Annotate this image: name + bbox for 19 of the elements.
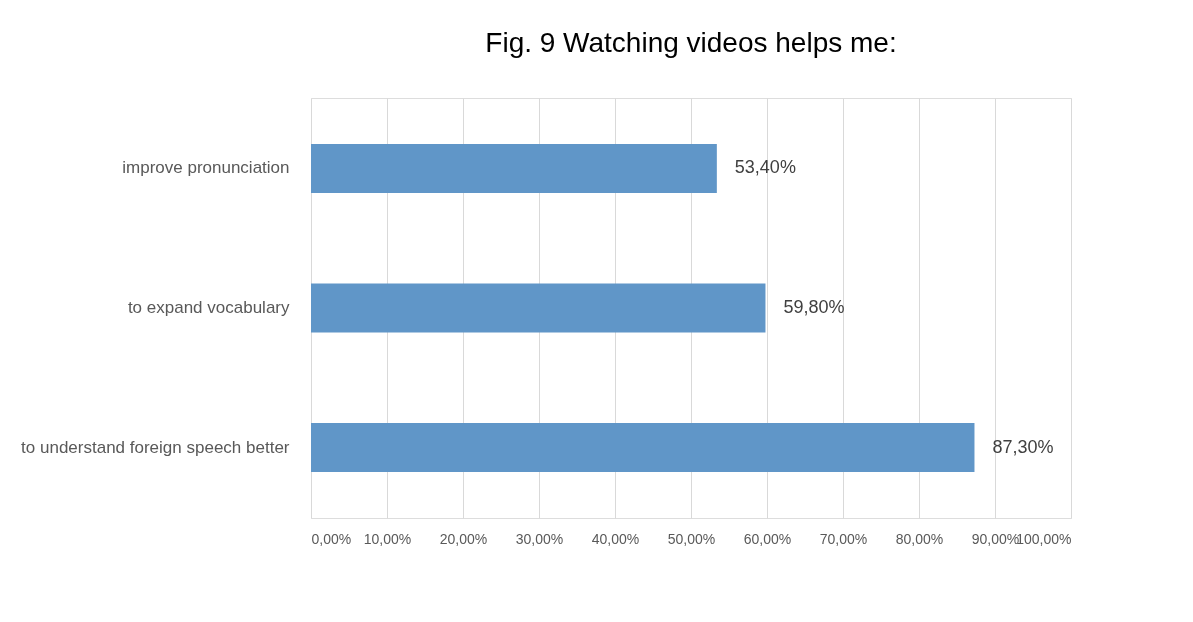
chart-title: Fig. 9 Watching videos helps me: — [485, 27, 897, 58]
x-tick-label: 70,00% — [819, 530, 868, 547]
bar — [311, 144, 717, 193]
y-tick-label: to understand foreign speech better — [21, 437, 290, 457]
bar — [311, 423, 975, 472]
x-tick-label: 0,00% — [311, 530, 352, 547]
data-label: 59,80% — [783, 297, 845, 317]
data-label: 53,40% — [734, 157, 796, 178]
x-tick-label: 80,00% — [895, 530, 944, 547]
y-tick-label: improve pronunciation — [122, 158, 290, 178]
x-tick-label: 40,00% — [591, 530, 640, 547]
bar — [311, 283, 766, 333]
y-tick-label: to expand vocabulary — [127, 298, 290, 317]
x-tick-label: 50,00% — [667, 530, 716, 547]
data-label: 87,30% — [992, 436, 1054, 457]
x-tick-label: 60,00% — [743, 530, 792, 547]
x-tick-label: 10,00% — [363, 530, 412, 547]
x-tick-label: 30,00% — [515, 530, 564, 547]
x-tick-label: 20,00% — [439, 530, 488, 547]
